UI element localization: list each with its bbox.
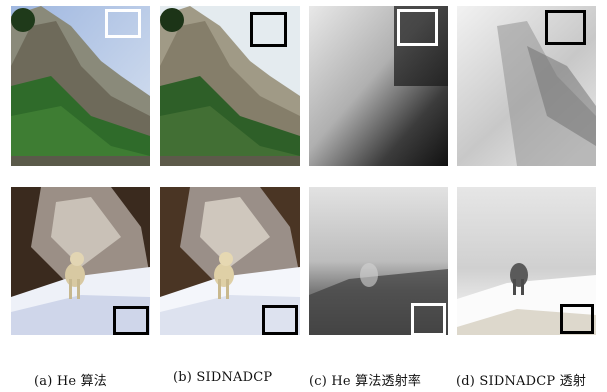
marker-box-b2 [262,305,298,335]
caption-c: (c) He 算法透射率 [309,374,422,389]
caption-b: (b) SIDNADCP [173,370,273,385]
panel-d-transmission-sidnadcp-1 [457,6,596,166]
marker-box-d1 [545,10,586,45]
marker-box-a2 [113,306,149,335]
marker-box-d2 [560,304,594,334]
marker-box-c2 [411,303,446,336]
marker-box-a1 [105,9,141,38]
panel-a-mountain-hazy [11,6,150,166]
panel-b-snow-dehazed [160,187,300,335]
caption-d: (d) SIDNADCP 透射 [456,374,587,389]
caption-a: (a) He 算法 [34,374,107,389]
marker-box-b1 [250,12,287,47]
marker-box-c1 [397,9,438,46]
panel-c-transmission-he-1 [309,6,448,166]
panel-b-mountain-dehazed [160,6,300,166]
